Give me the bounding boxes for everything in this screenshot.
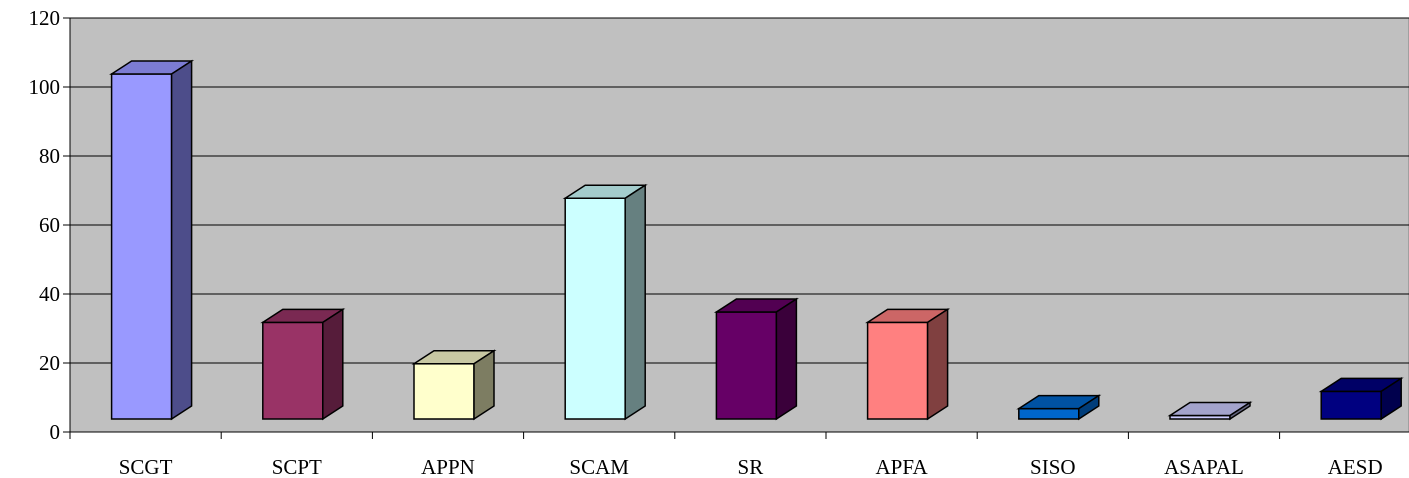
axes xyxy=(63,17,1409,439)
x-tick-label: SCGT xyxy=(119,455,173,478)
x-tick-label: SCPT xyxy=(272,455,322,478)
x-tick-label: AESD xyxy=(1328,455,1383,478)
x-tick-label: SISO xyxy=(1030,455,1076,478)
y-tick-label: 20 xyxy=(39,351,60,375)
x-tick-label: ASAPAL xyxy=(1164,455,1244,478)
bar-side-face xyxy=(1380,377,1402,421)
y-tick-label: 60 xyxy=(39,213,60,237)
y-tick-label: 0 xyxy=(50,420,61,444)
x-tick-label: SCAM xyxy=(569,455,629,478)
bar-siso xyxy=(1016,394,1102,421)
bar-scam xyxy=(562,183,648,421)
y-tick-label: 80 xyxy=(39,144,60,168)
x-tick-label: SR xyxy=(738,455,764,478)
x-axis-tick-labels: SCGT SCPT APPN SCAM SR APFA SISO ASAPAL AESD xyxy=(119,455,1383,478)
bar-side-face xyxy=(1078,394,1100,421)
bar-side-face xyxy=(775,297,798,421)
bar-asapal xyxy=(1167,401,1253,421)
bar-side-face xyxy=(926,308,949,421)
bar-apfa xyxy=(865,308,951,421)
bar-side-face xyxy=(322,308,344,421)
y-tick-label: 100 xyxy=(29,75,61,99)
x-tick-label: APFA xyxy=(876,455,929,478)
bar-front-face xyxy=(1018,407,1080,420)
bar-front-face xyxy=(715,311,778,420)
bar-scgt xyxy=(109,59,195,421)
y-tick-label: 40 xyxy=(39,282,60,306)
bar-side-face xyxy=(170,59,193,421)
y-axis-tick-labels: 0 20 40 60 80 100 120 xyxy=(29,6,61,444)
bar-side-face xyxy=(473,349,495,421)
bar-front-face xyxy=(564,197,626,420)
bar-sr xyxy=(713,297,799,421)
bar-front-face xyxy=(1320,390,1382,420)
y-tick-label: 120 xyxy=(29,6,61,30)
bar-side-face xyxy=(1229,401,1251,421)
bar-front-face xyxy=(413,363,475,420)
bar-appn xyxy=(411,349,497,421)
bar-front-face xyxy=(262,321,324,420)
bars xyxy=(109,59,1404,421)
bar-side-face xyxy=(624,183,646,421)
x-tick-label: APPN xyxy=(421,455,475,478)
bar-front-face xyxy=(866,321,929,420)
bar-front-face xyxy=(110,73,173,420)
bar-aesd xyxy=(1318,377,1404,421)
bar-scpt xyxy=(260,308,346,421)
